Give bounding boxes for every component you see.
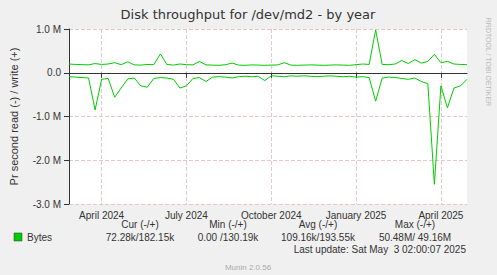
svg-text:Min (-/+): Min (-/+) [209, 219, 247, 230]
svg-text:July 2024: July 2024 [165, 210, 208, 221]
svg-text:Max (-/+): Max (-/+) [395, 219, 435, 230]
svg-text:Last update: Sat May 3 02:00:: Last update: Sat May 3 02:00:07 2025 [294, 244, 467, 255]
svg-text:Cur (-/+): Cur (-/+) [121, 219, 159, 230]
svg-text:April 2024: April 2024 [79, 210, 124, 221]
svg-text:0.00 /130.19k: 0.00 /130.19k [198, 232, 260, 243]
svg-text:1.0 M: 1.0 M [36, 24, 61, 35]
svg-text:Disk throughput for /dev/md2 -: Disk throughput for /dev/md2 - by year [121, 7, 376, 22]
svg-text:RRDTOOL / TOBI OETIKER: RRDTOOL / TOBI OETIKER [485, 18, 492, 106]
svg-text:72.28k/182.15k: 72.28k/182.15k [106, 232, 175, 243]
svg-text:0.0: 0.0 [47, 67, 61, 78]
svg-text:Munin 2.0.56: Munin 2.0.56 [225, 263, 272, 272]
svg-text:50.48M/ 49.16M: 50.48M/ 49.16M [379, 232, 451, 243]
svg-text:109.16k/193.55k: 109.16k/193.55k [281, 232, 356, 243]
svg-text:Bytes: Bytes [27, 232, 52, 243]
svg-text:October 2024: October 2024 [241, 210, 302, 221]
svg-text:April 2025: April 2025 [418, 209, 464, 221]
svg-text:January 2025: January 2025 [325, 209, 387, 221]
svg-text:Pr second read (-) / write (+): Pr second read (-) / write (+) [8, 48, 20, 186]
svg-text:-3.0 M: -3.0 M [33, 199, 61, 210]
svg-text:-1.0 M: -1.0 M [33, 111, 61, 122]
svg-text:-2.0 M: -2.0 M [33, 155, 61, 166]
svg-text:Avg (-/+): Avg (-/+) [299, 219, 337, 230]
